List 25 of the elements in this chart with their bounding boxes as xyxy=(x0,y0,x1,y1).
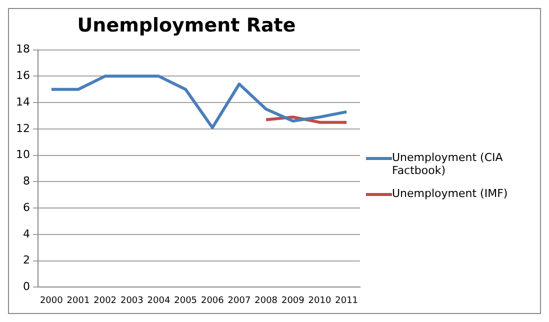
chart-title: Unemployment Rate xyxy=(77,14,296,36)
legend-label: Unemployment (CIA Factbook) xyxy=(392,151,504,177)
x-tick-label: 2000 xyxy=(40,296,64,306)
x-tick-label: 2011 xyxy=(335,296,358,306)
x-tick-label: 2007 xyxy=(228,296,251,306)
y-tick-label: 2 xyxy=(22,254,30,267)
y-tick-label: 10 xyxy=(16,148,30,162)
x-tick-label: 2004 xyxy=(147,296,170,306)
x-tick-label: 2001 xyxy=(66,296,90,306)
x-tick-label: 2010 xyxy=(308,296,332,306)
x-tick-label: 2005 xyxy=(174,296,198,306)
y-tick-label: 12 xyxy=(16,122,30,135)
y-tick-label: 18 xyxy=(16,42,30,56)
y-tick-label: 8 xyxy=(22,174,30,188)
y-tick-label: 16 xyxy=(16,69,30,82)
x-tick-label: 2002 xyxy=(94,296,117,306)
y-tick-label: 4 xyxy=(22,227,30,240)
y-tick-label: 0 xyxy=(22,280,30,294)
y-tick-label: 14 xyxy=(16,95,30,108)
legend-label: Unemployment (IMF) xyxy=(392,187,508,200)
x-tick-label: 2003 xyxy=(120,296,144,306)
x-tick-label: 2008 xyxy=(254,296,278,306)
x-tick-label: 2006 xyxy=(200,296,224,306)
y-tick-label: 6 xyxy=(22,200,30,214)
x-tick-label: 2009 xyxy=(281,296,305,306)
